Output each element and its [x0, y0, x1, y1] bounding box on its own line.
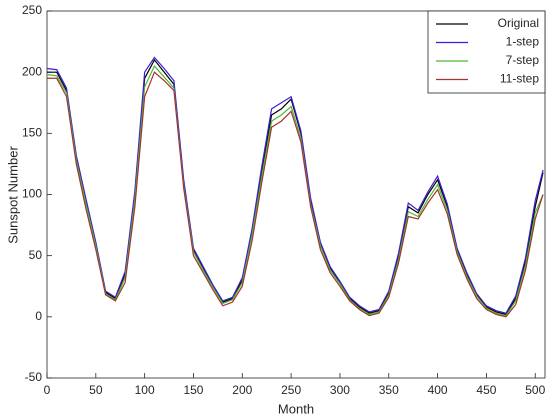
series-line	[46, 64, 544, 317]
series-line	[47, 71, 544, 318]
legend-label: 11-step	[500, 72, 539, 86]
series-line	[46, 56, 544, 314]
x-tick-label: 200	[232, 383, 252, 397]
legend-label: Original	[498, 16, 539, 30]
x-tick-label: 350	[379, 383, 399, 397]
x-tick-label: 500	[525, 383, 545, 397]
x-tick-label: 250	[281, 383, 301, 397]
x-axis-label: Month	[278, 401, 314, 416]
x-tick-label: 450	[476, 383, 496, 397]
y-axis-label: Sunspot Number	[5, 146, 20, 244]
legend-label: 7-step	[506, 53, 540, 67]
y-tick-label: 0	[35, 309, 42, 323]
y-tick-label: 100	[22, 187, 42, 201]
y-tick-label: 50	[29, 248, 43, 262]
x-tick-label: 50	[89, 383, 103, 397]
x-tick-label: 150	[183, 383, 203, 397]
y-tick-label: 150	[22, 126, 42, 140]
y-tick-label: 250	[22, 3, 42, 17]
y-tick-label: 200	[22, 64, 42, 78]
x-tick-label: 400	[428, 383, 448, 397]
legend-label: 1-step	[506, 35, 540, 49]
y-tick-label: -50	[25, 370, 43, 384]
x-tick-label: 0	[44, 383, 51, 397]
x-tick-label: 100	[135, 383, 155, 397]
x-tick-label: 300	[330, 383, 350, 397]
